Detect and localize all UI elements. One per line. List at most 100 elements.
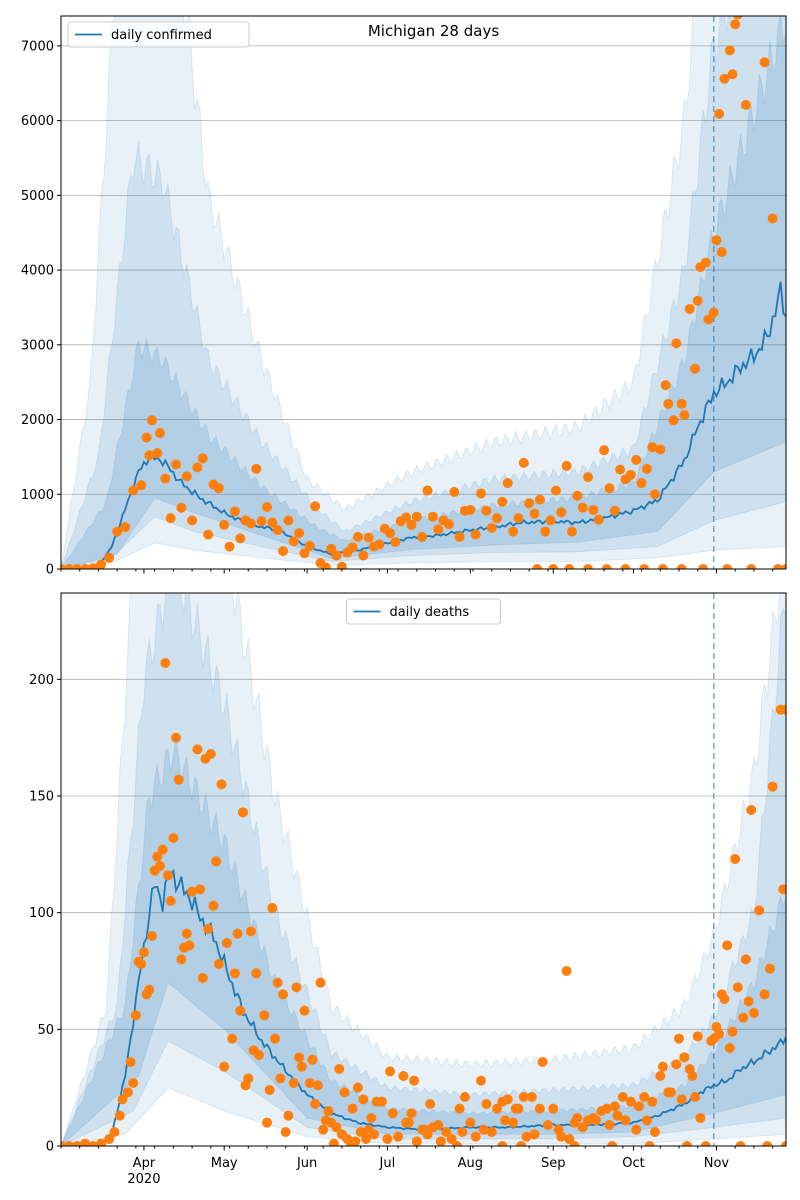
confirmed-chart-panel: 0 1000 2000 3000 4000 5000 6000 7000 Michigan 28… (21, 15, 787, 578)
y-tick-label: 50 (37, 1023, 54, 1038)
observed-point (229, 968, 240, 979)
uncertainty-band (61, 16, 786, 569)
observed-point (588, 504, 599, 515)
observed-point (572, 1113, 583, 1123)
observed-point (740, 99, 751, 110)
observed-point (754, 905, 765, 916)
observed-point (746, 564, 757, 569)
observed-point (657, 564, 668, 569)
observed-point (267, 903, 278, 913)
observed-point (112, 526, 123, 537)
observed-point (425, 1099, 436, 1109)
observed-point (165, 896, 176, 906)
observed-point (649, 1127, 660, 1137)
observed-point (633, 1101, 644, 1112)
x-tick-sublabel: 2020 (127, 1172, 160, 1187)
observed-point (778, 884, 786, 895)
observed-point (360, 1134, 371, 1144)
observed-point (599, 445, 610, 456)
observed-point (698, 564, 709, 569)
observed-point (288, 1078, 299, 1088)
legend-label: daily confirmed (111, 28, 212, 43)
observed-point (409, 1075, 420, 1086)
observed-point (80, 563, 91, 569)
observed-point (441, 1127, 452, 1137)
observed-point (534, 1103, 545, 1114)
observed-point (227, 1033, 238, 1044)
observed-point (366, 1113, 377, 1123)
observed-point (192, 462, 203, 473)
observed-point (347, 1103, 358, 1114)
observed-point (310, 501, 321, 512)
observed-point (152, 448, 163, 459)
observed-point (243, 1073, 254, 1084)
observed-point (64, 564, 75, 569)
observed-point (385, 528, 396, 539)
observed-point (572, 490, 583, 501)
observed-point (446, 1134, 457, 1144)
observed-point (577, 502, 588, 513)
observed-point (508, 526, 519, 537)
observed-point (548, 1103, 559, 1114)
observed-point (173, 774, 184, 785)
observed-point (612, 1110, 623, 1121)
observed-point (96, 1138, 107, 1146)
observed-point (641, 1115, 652, 1126)
observed-point (136, 959, 147, 969)
observed-point (72, 1141, 83, 1146)
observed-point (548, 564, 559, 569)
observed-point (422, 1129, 433, 1140)
observed-point (593, 514, 604, 525)
observed-point (714, 1029, 725, 1039)
observed-point (171, 459, 182, 470)
observed-point (465, 1117, 476, 1128)
observed-point (128, 1078, 139, 1088)
observed-point (518, 457, 529, 468)
observed-point (724, 1043, 735, 1053)
observed-point (767, 213, 778, 224)
observed-point (454, 1103, 465, 1114)
observed-point (363, 532, 374, 543)
observed-point (411, 511, 422, 522)
observed-point (518, 1092, 529, 1102)
observed-point (655, 444, 666, 455)
observed-point (521, 1131, 532, 1142)
observed-point (676, 564, 687, 569)
observed-point (117, 1094, 128, 1105)
observed-point (617, 1092, 628, 1102)
observed-point (534, 494, 545, 505)
observed-point (318, 1124, 329, 1135)
observed-point (187, 886, 198, 897)
observed-point (334, 1064, 345, 1074)
observed-point (64, 1141, 75, 1146)
observed-point (513, 1103, 524, 1114)
observed-point (682, 1141, 693, 1146)
observed-point (88, 1141, 99, 1146)
observed-point (465, 504, 476, 515)
legend-box (346, 598, 501, 625)
observed-point (237, 807, 248, 818)
observed-point (138, 947, 149, 958)
observed-point (125, 1057, 136, 1067)
observed-point (470, 1131, 481, 1142)
observed-point (703, 314, 714, 325)
observed-point (187, 515, 198, 526)
observed-point (181, 928, 192, 939)
observed-point (264, 1085, 275, 1095)
observed-point (459, 1092, 470, 1102)
observed-point (245, 518, 256, 529)
observed-point (211, 856, 222, 867)
observed-point (679, 410, 690, 421)
observed-point (130, 1010, 141, 1021)
observed-point (700, 1141, 711, 1146)
observed-point (476, 1075, 487, 1086)
observed-point (235, 1005, 246, 1016)
observed-point (382, 1134, 393, 1144)
observed-point (609, 1101, 620, 1112)
observed-point (604, 483, 615, 494)
observed-point (719, 73, 730, 84)
observed-point (422, 485, 433, 496)
observed-point (339, 1087, 350, 1098)
observed-point (679, 1052, 690, 1063)
observed-point (72, 564, 83, 569)
